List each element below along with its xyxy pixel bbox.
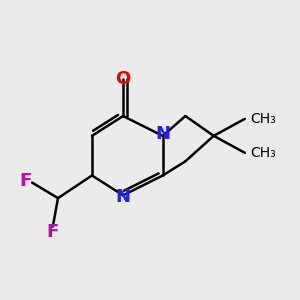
Text: CH₃: CH₃ xyxy=(250,112,276,126)
Text: N: N xyxy=(116,188,130,206)
Text: N: N xyxy=(155,125,170,143)
Text: F: F xyxy=(46,223,59,241)
Text: O: O xyxy=(116,70,131,88)
Text: CH₃: CH₃ xyxy=(250,146,276,160)
Text: F: F xyxy=(19,172,32,190)
